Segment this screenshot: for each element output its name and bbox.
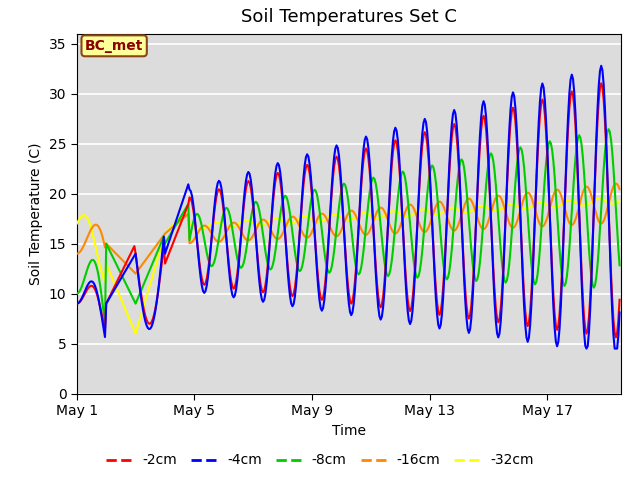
Y-axis label: Soil Temperature (C): Soil Temperature (C) [29, 143, 44, 285]
Title: Soil Temperatures Set C: Soil Temperatures Set C [241, 9, 457, 26]
Text: BC_met: BC_met [85, 39, 143, 53]
Legend: -2cm, -4cm, -8cm, -16cm, -32cm: -2cm, -4cm, -8cm, -16cm, -32cm [100, 448, 540, 473]
X-axis label: Time: Time [332, 423, 366, 438]
